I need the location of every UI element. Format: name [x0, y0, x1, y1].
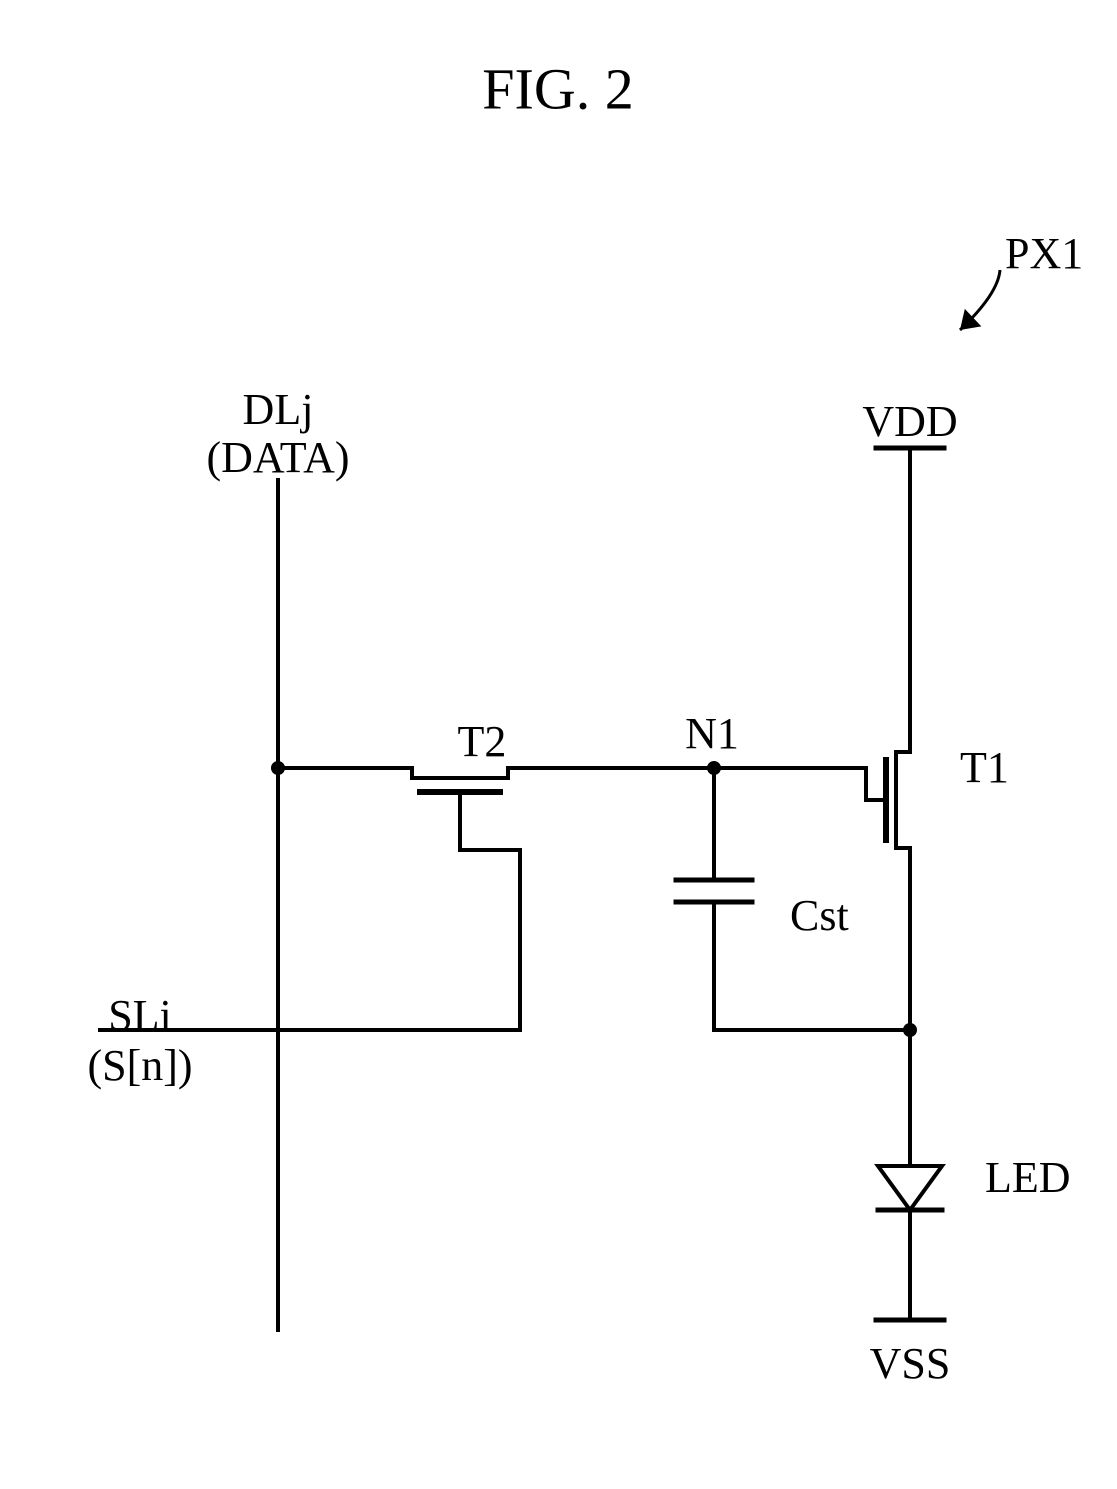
label-data: (DATA) — [206, 433, 349, 482]
figure-title: FIG. 2 — [482, 56, 633, 121]
label-led: LED — [985, 1153, 1071, 1202]
label-t1: T1 — [960, 743, 1009, 792]
label-px1: PX1 — [1005, 229, 1083, 278]
circuit-schematic: FIG. 2 PX1 DLj(DATA) VDD T2 N1 T1 Cst SLi(S[n]) L… — [0, 0, 1117, 1489]
label-vss: VSS — [870, 1339, 951, 1388]
label-dlj: DLj — [243, 385, 314, 434]
label-cst: Cst — [790, 891, 849, 940]
figure-canvas: FIG. 2 PX1 DLj(DATA) VDD T2 N1 T1 Cst SLi(S[n]) L… — [0, 0, 1117, 1489]
label-n1: N1 — [685, 709, 739, 758]
label-t2: T2 — [458, 717, 507, 766]
label-sli: SLi — [108, 991, 172, 1040]
label-vdd: VDD — [862, 397, 957, 446]
label-sn: (S[n]) — [87, 1041, 192, 1090]
schematic-stroke — [878, 1166, 942, 1210]
